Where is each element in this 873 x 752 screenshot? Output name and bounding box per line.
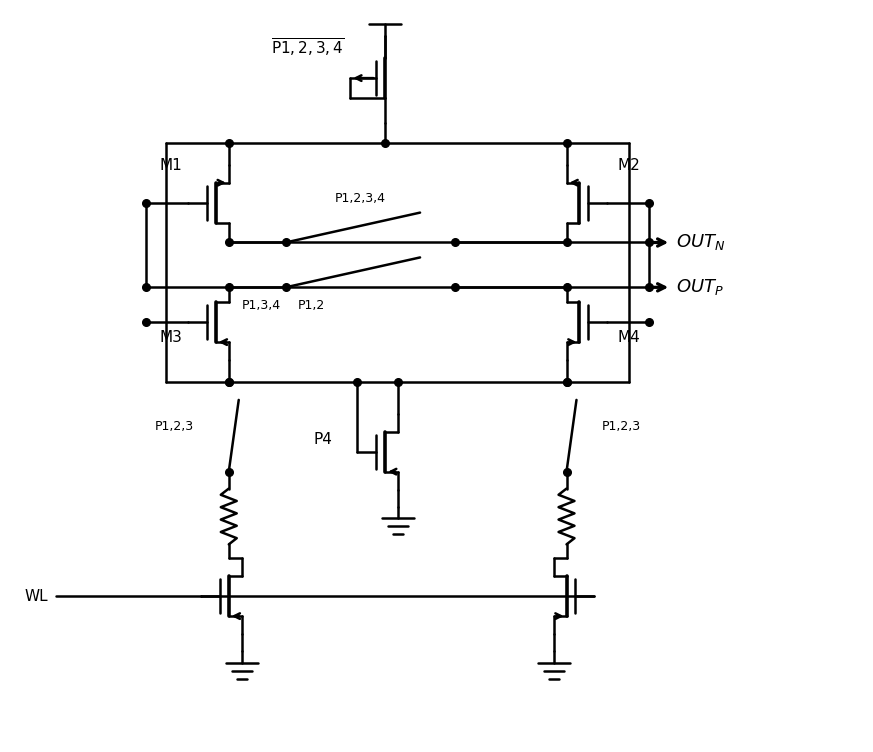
Text: P1,2: P1,2 [298,299,325,312]
Text: WL: WL [24,589,48,604]
Text: $\mathit{OUT}_P$: $\mathit{OUT}_P$ [676,277,724,297]
Text: $\overline{\mathrm{P1,2,3,4}}$: $\overline{\mathrm{P1,2,3,4}}$ [271,37,344,59]
Text: P1,3,4: P1,3,4 [242,299,280,312]
Text: M4: M4 [618,329,641,344]
Text: P1,2,3: P1,2,3 [601,420,641,433]
Text: M1: M1 [160,158,182,173]
Text: P4: P4 [314,432,333,447]
Text: M2: M2 [618,158,641,173]
Text: P1,2,3: P1,2,3 [155,420,194,433]
Text: P1,2,3,4: P1,2,3,4 [334,192,386,205]
Text: M3: M3 [160,329,182,344]
Text: $\mathit{OUT}_N$: $\mathit{OUT}_N$ [676,232,725,253]
